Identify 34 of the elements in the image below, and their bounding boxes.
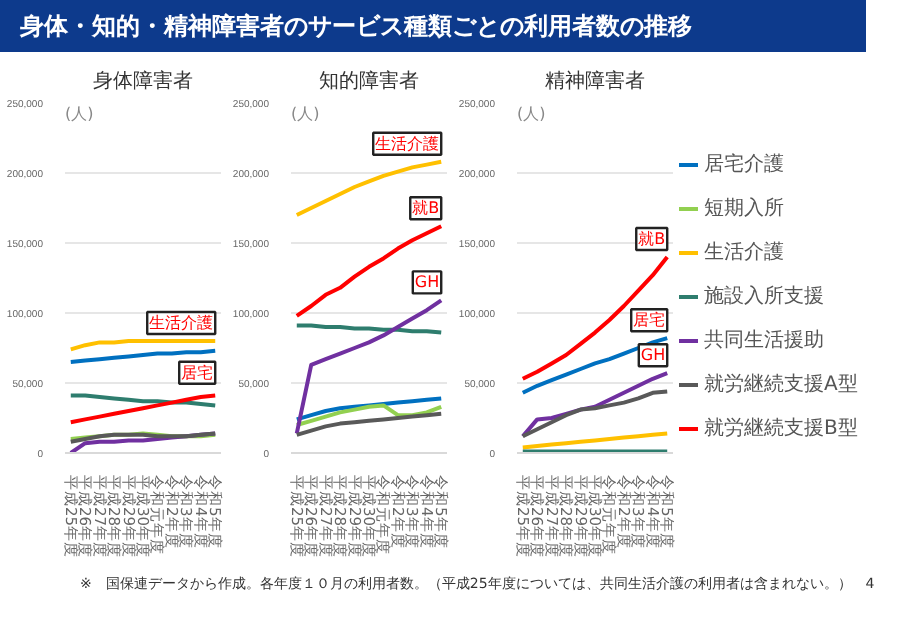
y-axis-title: (人) (65, 105, 94, 123)
chart-title: 身体障害者 (93, 69, 193, 93)
line-series (294, 298, 444, 436)
annotation: 就B (412, 199, 440, 218)
chart-title: 知的障害者 (319, 69, 419, 93)
y-axis-title: (人) (517, 105, 546, 123)
line-series (294, 224, 444, 318)
annotation: 生活介護 (149, 314, 214, 332)
annotation: GH (640, 346, 666, 365)
text: 身体・知的・精神障害者のサービス種類ごとの利用者数の推移 (0, 0, 866, 52)
annotation: 居宅 (633, 311, 666, 330)
line-series (294, 411, 444, 437)
annotation: 生活介護 (375, 134, 440, 153)
legend-label: 施設入所支援 (704, 283, 824, 310)
line-series (520, 371, 670, 439)
line-series (294, 396, 444, 422)
legend-label: 共同生活援助 (704, 327, 824, 354)
annotation: 居宅 (181, 363, 214, 382)
legend-label: 就労継続支援A型 (704, 371, 858, 398)
legend-label: 短期入所 (704, 195, 784, 222)
line-series (520, 389, 670, 439)
legend-label: 生活介護 (704, 239, 784, 266)
line-series (520, 336, 670, 395)
annotation: 就B (638, 230, 666, 248)
line-series (294, 403, 444, 427)
line-series (68, 393, 218, 425)
legend-label: 就労継続支援B型 (704, 415, 858, 442)
annotation: GH (414, 273, 440, 292)
line-series (294, 159, 444, 217)
y-axis-title: (人) (291, 105, 320, 123)
line-series (520, 255, 670, 381)
legend-label: 居宅介護 (704, 151, 784, 178)
line-series (520, 431, 670, 450)
chart-title: 精神障害者 (545, 69, 645, 93)
